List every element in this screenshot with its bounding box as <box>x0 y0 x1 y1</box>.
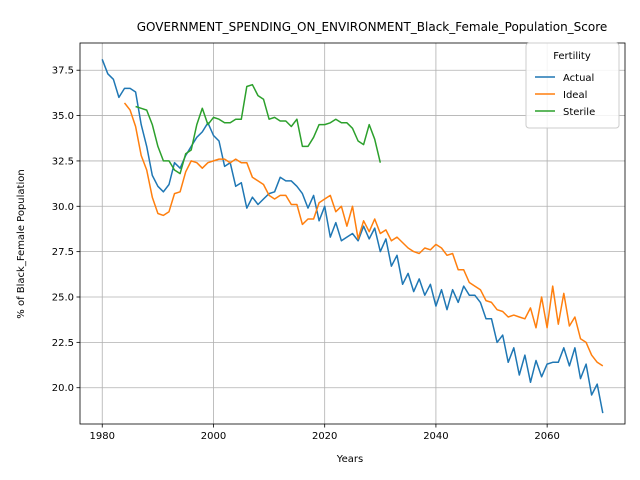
y-tick-label: 32.5 <box>52 156 74 167</box>
legend-title: Fertility <box>553 51 591 62</box>
series-lines <box>101 59 604 414</box>
x-tick-label: 2020 <box>312 431 337 442</box>
legend-label-sterile: Sterile <box>563 107 595 118</box>
y-tick-label: 27.5 <box>52 247 74 258</box>
legend-label-ideal: Ideal <box>563 90 587 101</box>
legend-label-actual: Actual <box>563 73 594 84</box>
x-axis-label: Years <box>336 454 363 465</box>
x-tick-label: 2060 <box>534 431 559 442</box>
chart-title: GOVERNMENT_SPENDING_ON_ENVIRONMENT_Black… <box>137 20 608 34</box>
legend: Fertility Actual Ideal Sterile <box>525 42 620 129</box>
y-tick-label: 37.5 <box>52 66 74 77</box>
y-tick-label: 20.0 <box>52 383 74 394</box>
y-tick-label: 25.0 <box>52 293 74 304</box>
y-tick-label: 35.0 <box>52 111 74 122</box>
x-axis-ticks: 1980 2000 2020 2040 2060 <box>90 424 560 442</box>
y-axis-label: % of Black_Female Population <box>16 169 27 318</box>
y-tick-label: 22.5 <box>52 338 74 349</box>
legend-box <box>525 42 620 129</box>
y-tick-label: 30.0 <box>52 202 74 213</box>
x-tick-label: 2040 <box>423 431 448 442</box>
series-line-sterile <box>135 83 382 175</box>
series-line-ideal <box>123 102 604 367</box>
axes-frame <box>79 42 626 425</box>
plot-area: 1980 2000 2020 2040 2060 20.0 22.5 25.0 27.5 30.… <box>52 42 626 442</box>
y-axis-ticks: 20.0 22.5 25.0 27.5 30.0 32.5 35.0 37.5 <box>52 66 80 394</box>
x-tick-label: 2000 <box>201 431 226 442</box>
x-tick-label: 1980 <box>90 431 115 442</box>
